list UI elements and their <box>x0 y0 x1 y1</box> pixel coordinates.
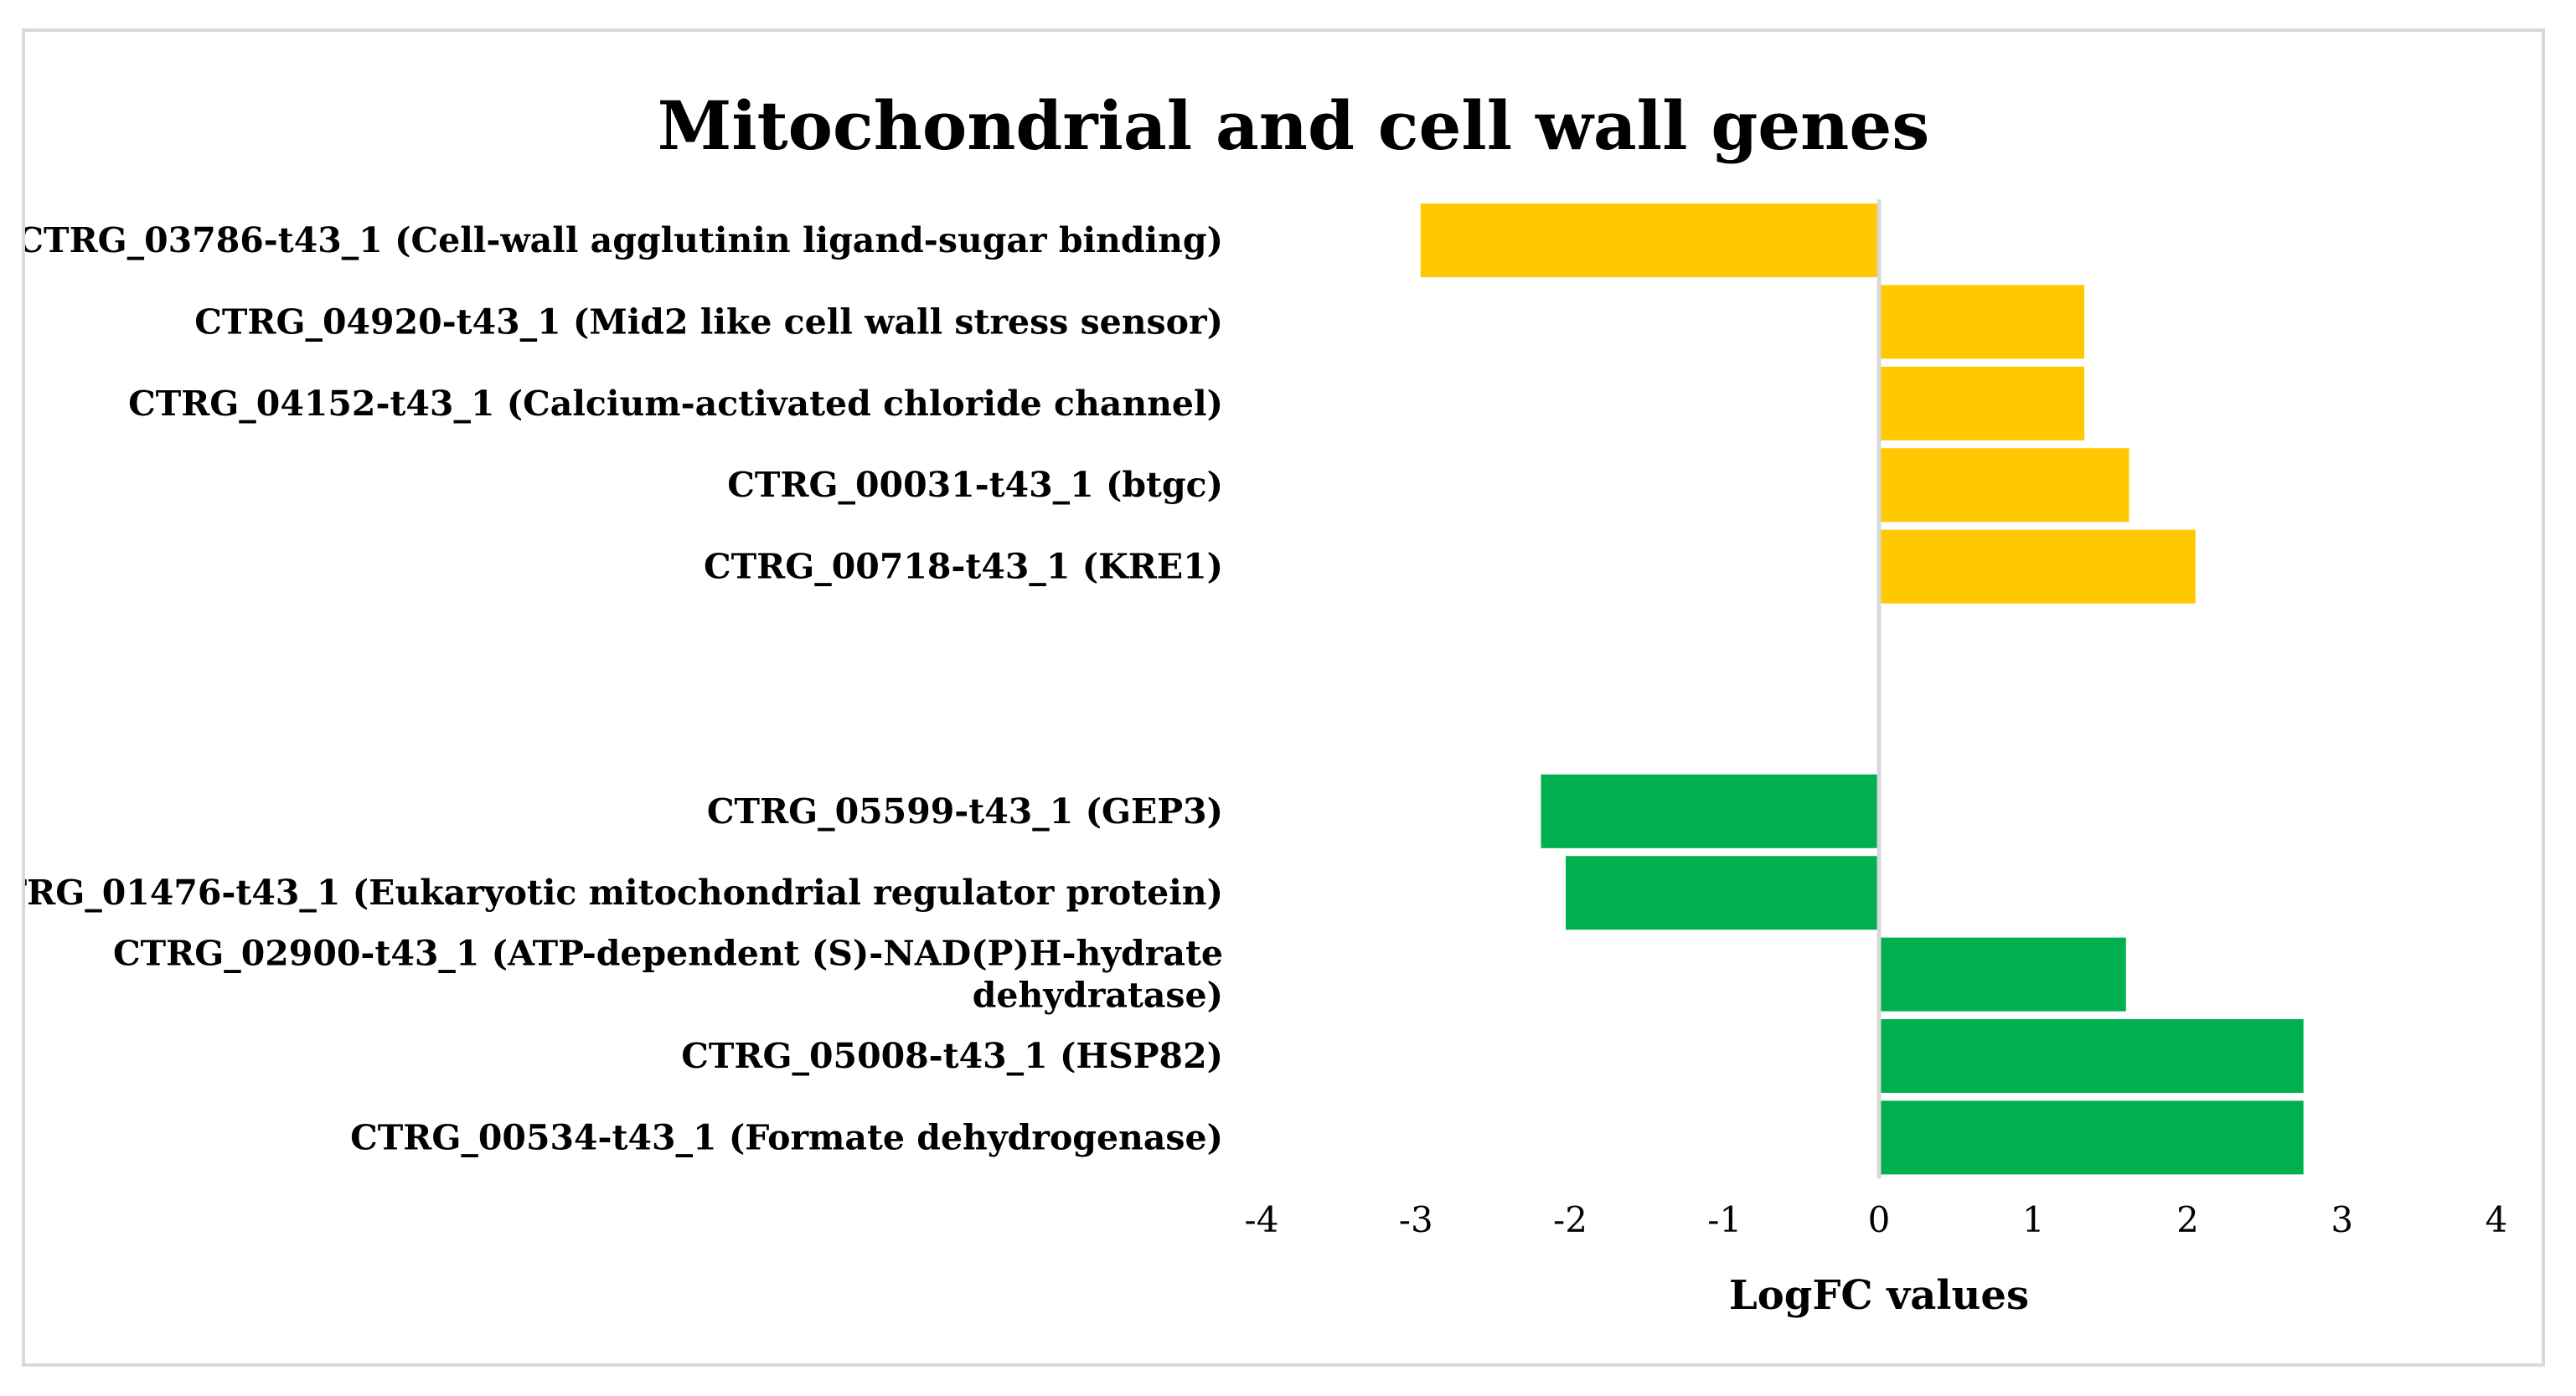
x-tick-label: 2 <box>2176 1199 2199 1240</box>
bar <box>1879 937 2126 1012</box>
category-label: CTRG_04920-t43_1 (Mid2 like cell wall st… <box>194 301 1223 342</box>
category-label: CTRG_00534-t43_1 (Formate dehydrogenase) <box>350 1117 1223 1157</box>
bar <box>1879 1019 2304 1093</box>
bar <box>1879 285 2085 359</box>
x-tick-label: 4 <box>2486 1199 2508 1240</box>
bar <box>1879 448 2129 523</box>
category-label: CTRG_05008-t43_1 (HSP82) <box>681 1036 1223 1076</box>
bar <box>1879 366 2085 440</box>
category-label: CTRG_00031-t43_1 (btgc) <box>727 465 1223 505</box>
bar <box>1541 774 1879 848</box>
category-label: CTRG_04152-t43_1 (Calcium-activated chlo… <box>128 384 1223 424</box>
category-label: CTRG_00718-t43_1 (KRE1) <box>704 547 1223 587</box>
x-tick-label: -4 <box>1245 1199 1279 1240</box>
x-tick-label: -3 <box>1399 1199 1433 1240</box>
x-tick-label: -1 <box>1707 1199 1742 1240</box>
category-label: CTRG_05599-t43_1 (GEP3) <box>707 791 1223 832</box>
bar <box>1420 203 1879 277</box>
x-tick-label: -2 <box>1553 1199 1587 1240</box>
bar <box>1879 529 2196 604</box>
bar <box>1879 1100 2304 1175</box>
x-tick-label: 1 <box>2022 1199 2045 1240</box>
x-tick-label: 0 <box>1868 1199 1891 1240</box>
chart-frame: Mitochondrial and cell wall genes CTRG_0… <box>22 28 2545 1367</box>
bar <box>1565 856 1879 930</box>
category-label: dehydratase) <box>973 976 1223 1016</box>
category-label: CTRG_02900-t43_1 (ATP-dependent (S)-NAD(… <box>113 934 1223 974</box>
chart-area: Mitochondrial and cell wall genes CTRG_0… <box>25 86 2508 1319</box>
x-tick-label: 3 <box>2331 1199 2353 1240</box>
x-axis-label: LogFC values <box>1729 1272 2029 1319</box>
category-label: CTRG_03786-t43_1 (Cell-wall agglutinin l… <box>25 220 1223 260</box>
category-label: CTRG_01476-t43_1 (Eukaryotic mitochondri… <box>25 873 1223 913</box>
chart-title: Mitochondrial and cell wall genes <box>658 86 1930 165</box>
